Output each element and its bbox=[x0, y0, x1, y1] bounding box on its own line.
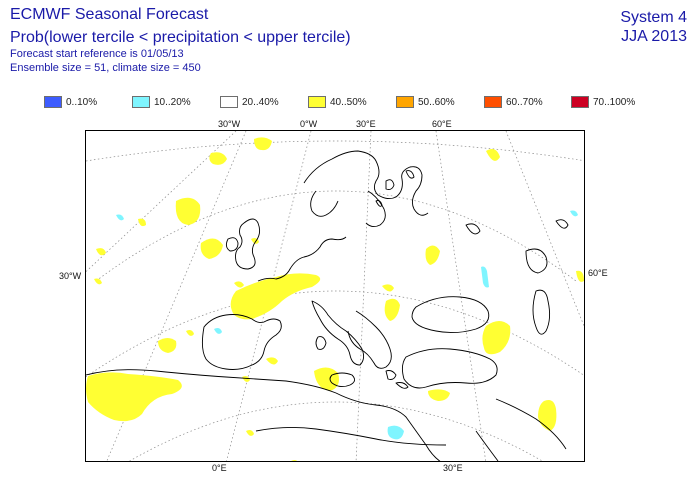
legend-swatch bbox=[571, 96, 589, 108]
axis-label-top-30e: 30°E bbox=[356, 119, 376, 129]
axis-label-top-30w: 30°W bbox=[218, 119, 241, 129]
forecast-map bbox=[85, 130, 585, 462]
prob-40-50-patches bbox=[86, 137, 584, 461]
axis-label-bottom-30e: 30°E bbox=[443, 463, 463, 473]
ensemble-size: Ensemble size = 51, climate size = 450 bbox=[10, 62, 201, 74]
legend-label: 50..60% bbox=[418, 97, 455, 108]
axis-label-left-30w: 30°W bbox=[59, 271, 82, 281]
axis-label-top-0w: 0°W bbox=[300, 119, 318, 129]
legend-swatch bbox=[396, 96, 414, 108]
forecast-start-reference: Forecast start reference is 01/05/13 bbox=[10, 48, 184, 60]
axis-label-bottom-0e: 0°E bbox=[212, 463, 227, 473]
prob-10-20-patches bbox=[116, 210, 578, 440]
axis-label-top-60e: 60°E bbox=[432, 119, 452, 129]
coastlines bbox=[86, 150, 569, 461]
legend-label: 10..20% bbox=[154, 97, 191, 108]
legend-swatch bbox=[132, 96, 150, 108]
legend-label: 40..50% bbox=[330, 97, 367, 108]
system-label: System 4 bbox=[620, 9, 687, 26]
legend-label: 0..10% bbox=[66, 97, 98, 108]
forecast-subtitle: Prob(lower tercile < precipitation < upp… bbox=[10, 29, 351, 46]
forecast-title: ECMWF Seasonal Forecast bbox=[10, 6, 209, 23]
legend-swatch bbox=[44, 96, 62, 108]
legend-swatch bbox=[484, 96, 502, 108]
legend-label: 70..100% bbox=[593, 97, 636, 108]
legend-swatch bbox=[308, 96, 326, 108]
graticule bbox=[86, 131, 584, 461]
legend-swatch bbox=[220, 96, 238, 108]
map-canvas bbox=[86, 131, 584, 461]
season-label: JJA 2013 bbox=[621, 28, 687, 45]
axis-label-right-60e: 60°E bbox=[588, 268, 608, 278]
legend-label: 60..70% bbox=[506, 97, 543, 108]
legend-label: 20..40% bbox=[242, 97, 279, 108]
